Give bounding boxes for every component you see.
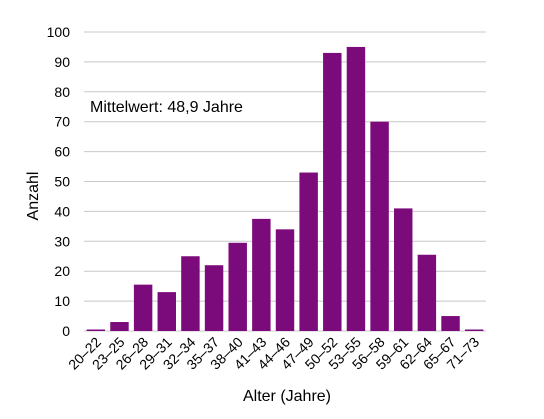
bar (204, 265, 224, 331)
y-tick-label: 50 (54, 174, 70, 190)
annotation-mean: Mittelwert: 48,9 Jahre (90, 99, 243, 116)
y-tick-label: 90 (54, 54, 70, 70)
x-axis-ticks: 20–2223–2526–2829–3132–3435–3738–4041–43… (65, 334, 482, 373)
bar (86, 329, 106, 331)
bars (86, 46, 484, 332)
y-tick-label: 20 (54, 263, 70, 279)
bar (370, 121, 389, 331)
bar (299, 172, 318, 331)
bar (394, 208, 413, 331)
bar (275, 229, 295, 331)
bar (157, 292, 176, 331)
y-axis-title: Anzahl (25, 172, 42, 221)
bar (133, 284, 153, 331)
bar (110, 322, 129, 331)
y-tick-label: 30 (54, 233, 70, 249)
bar (252, 218, 271, 331)
bar (441, 316, 460, 331)
bar (228, 242, 247, 331)
bar (464, 329, 484, 331)
y-tick-label: 0 (62, 323, 70, 339)
y-tick-label: 40 (54, 203, 70, 219)
y-axis-ticks: 0 10 20 30 40 50 60 70 80 90 100 (47, 24, 71, 339)
bar (323, 52, 342, 332)
y-tick-label: 70 (54, 114, 70, 130)
y-tick-label: 100 (47, 24, 71, 40)
x-axis-title: Alter (Jahre) (243, 388, 331, 405)
y-tick-label: 60 (54, 144, 70, 160)
y-tick-label: 80 (54, 84, 70, 100)
bar (346, 46, 366, 331)
bar (417, 254, 437, 331)
y-tick-label: 10 (54, 293, 70, 309)
bar (181, 256, 200, 331)
